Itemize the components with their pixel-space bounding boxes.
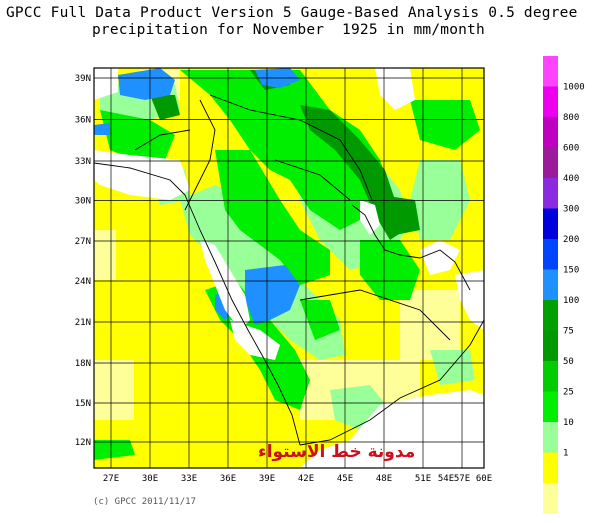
legend-label: 10: [563, 418, 574, 428]
legend-label: 400: [563, 174, 579, 184]
longitude-label: 57E: [454, 474, 470, 484]
legend-label: 25: [563, 388, 574, 398]
no-data-regions: [94, 68, 484, 468]
latitude-label: 27N: [75, 237, 91, 247]
legend-swatch: [543, 239, 558, 270]
legend-swatch: [543, 300, 558, 331]
legend-swatch: [543, 330, 558, 361]
legend-label: 800: [563, 113, 579, 123]
map-graticule: [94, 68, 484, 468]
legend-label: 150: [563, 266, 579, 276]
latitude-label: 39N: [75, 74, 91, 84]
longitude-labels: 27E 30E 33E 36E 39E 42E 45E 48E 51E 54E 57E 60E: [103, 474, 492, 484]
legend-swatch: [543, 178, 558, 209]
latitude-label: 21N: [75, 318, 91, 328]
legend-swatch: [543, 269, 558, 300]
longitude-label: 45E: [337, 474, 353, 484]
legend-swatch: [543, 208, 558, 239]
legend-swatch: [543, 391, 558, 422]
legend-swatch: [543, 147, 558, 178]
legend-label: 100: [563, 296, 579, 306]
map-title-line-1: GPCC Full Data Product Version 5 Gauge-B…: [6, 5, 578, 21]
longitude-label: 51E: [415, 474, 431, 484]
longitude-label: 39E: [259, 474, 275, 484]
legend-label: 300: [563, 205, 579, 215]
legend-label: 600: [563, 144, 579, 154]
legend-swatch: [543, 56, 558, 87]
longitude-label: 60E: [476, 474, 492, 484]
longitude-label: 42E: [298, 474, 314, 484]
map-frame: [93, 67, 485, 469]
longitude-label: 27E: [103, 474, 119, 484]
legend-swatch: [543, 117, 558, 148]
watermark-text: مدونة خط الاستواء: [258, 442, 415, 462]
copyright-text: (c) GPCC 2011/11/17: [93, 497, 196, 507]
latitude-label: 12N: [75, 438, 91, 448]
latitude-label: 33N: [75, 157, 91, 167]
legend-swatch: [543, 483, 558, 514]
latitude-labels: 39N 36N 33N 30N 27N 24N 21N 18N 15N 12N: [75, 74, 91, 448]
longitude-label: 30E: [142, 474, 158, 484]
legend-label: 50: [563, 357, 574, 367]
map-plot-area: [93, 67, 485, 469]
latitude-label: 30N: [75, 197, 91, 207]
longitude-label: 54E: [438, 474, 454, 484]
longitude-label: 33E: [181, 474, 197, 484]
latitude-label: 36N: [75, 116, 91, 126]
map-title-line-2: precipitation for November 1925 in mm/mo…: [92, 22, 485, 38]
legend-swatch: [543, 86, 558, 117]
color-legend: 1000 800 600 400 300 200 150 100 75 50 25 10 1: [543, 56, 585, 514]
latitude-label: 15N: [75, 399, 91, 409]
legend-swatch: [543, 361, 558, 392]
legend-label: 75: [563, 327, 574, 337]
latitude-label: 18N: [75, 359, 91, 369]
latitude-label: 24N: [75, 277, 91, 287]
longitude-label: 48E: [376, 474, 392, 484]
legend-label: 200: [563, 235, 579, 245]
legend-label: 1000: [563, 83, 585, 93]
legend-swatch: [543, 452, 558, 483]
legend-swatch: [543, 422, 558, 453]
longitude-label: 36E: [220, 474, 236, 484]
legend-label: 1: [563, 449, 568, 459]
